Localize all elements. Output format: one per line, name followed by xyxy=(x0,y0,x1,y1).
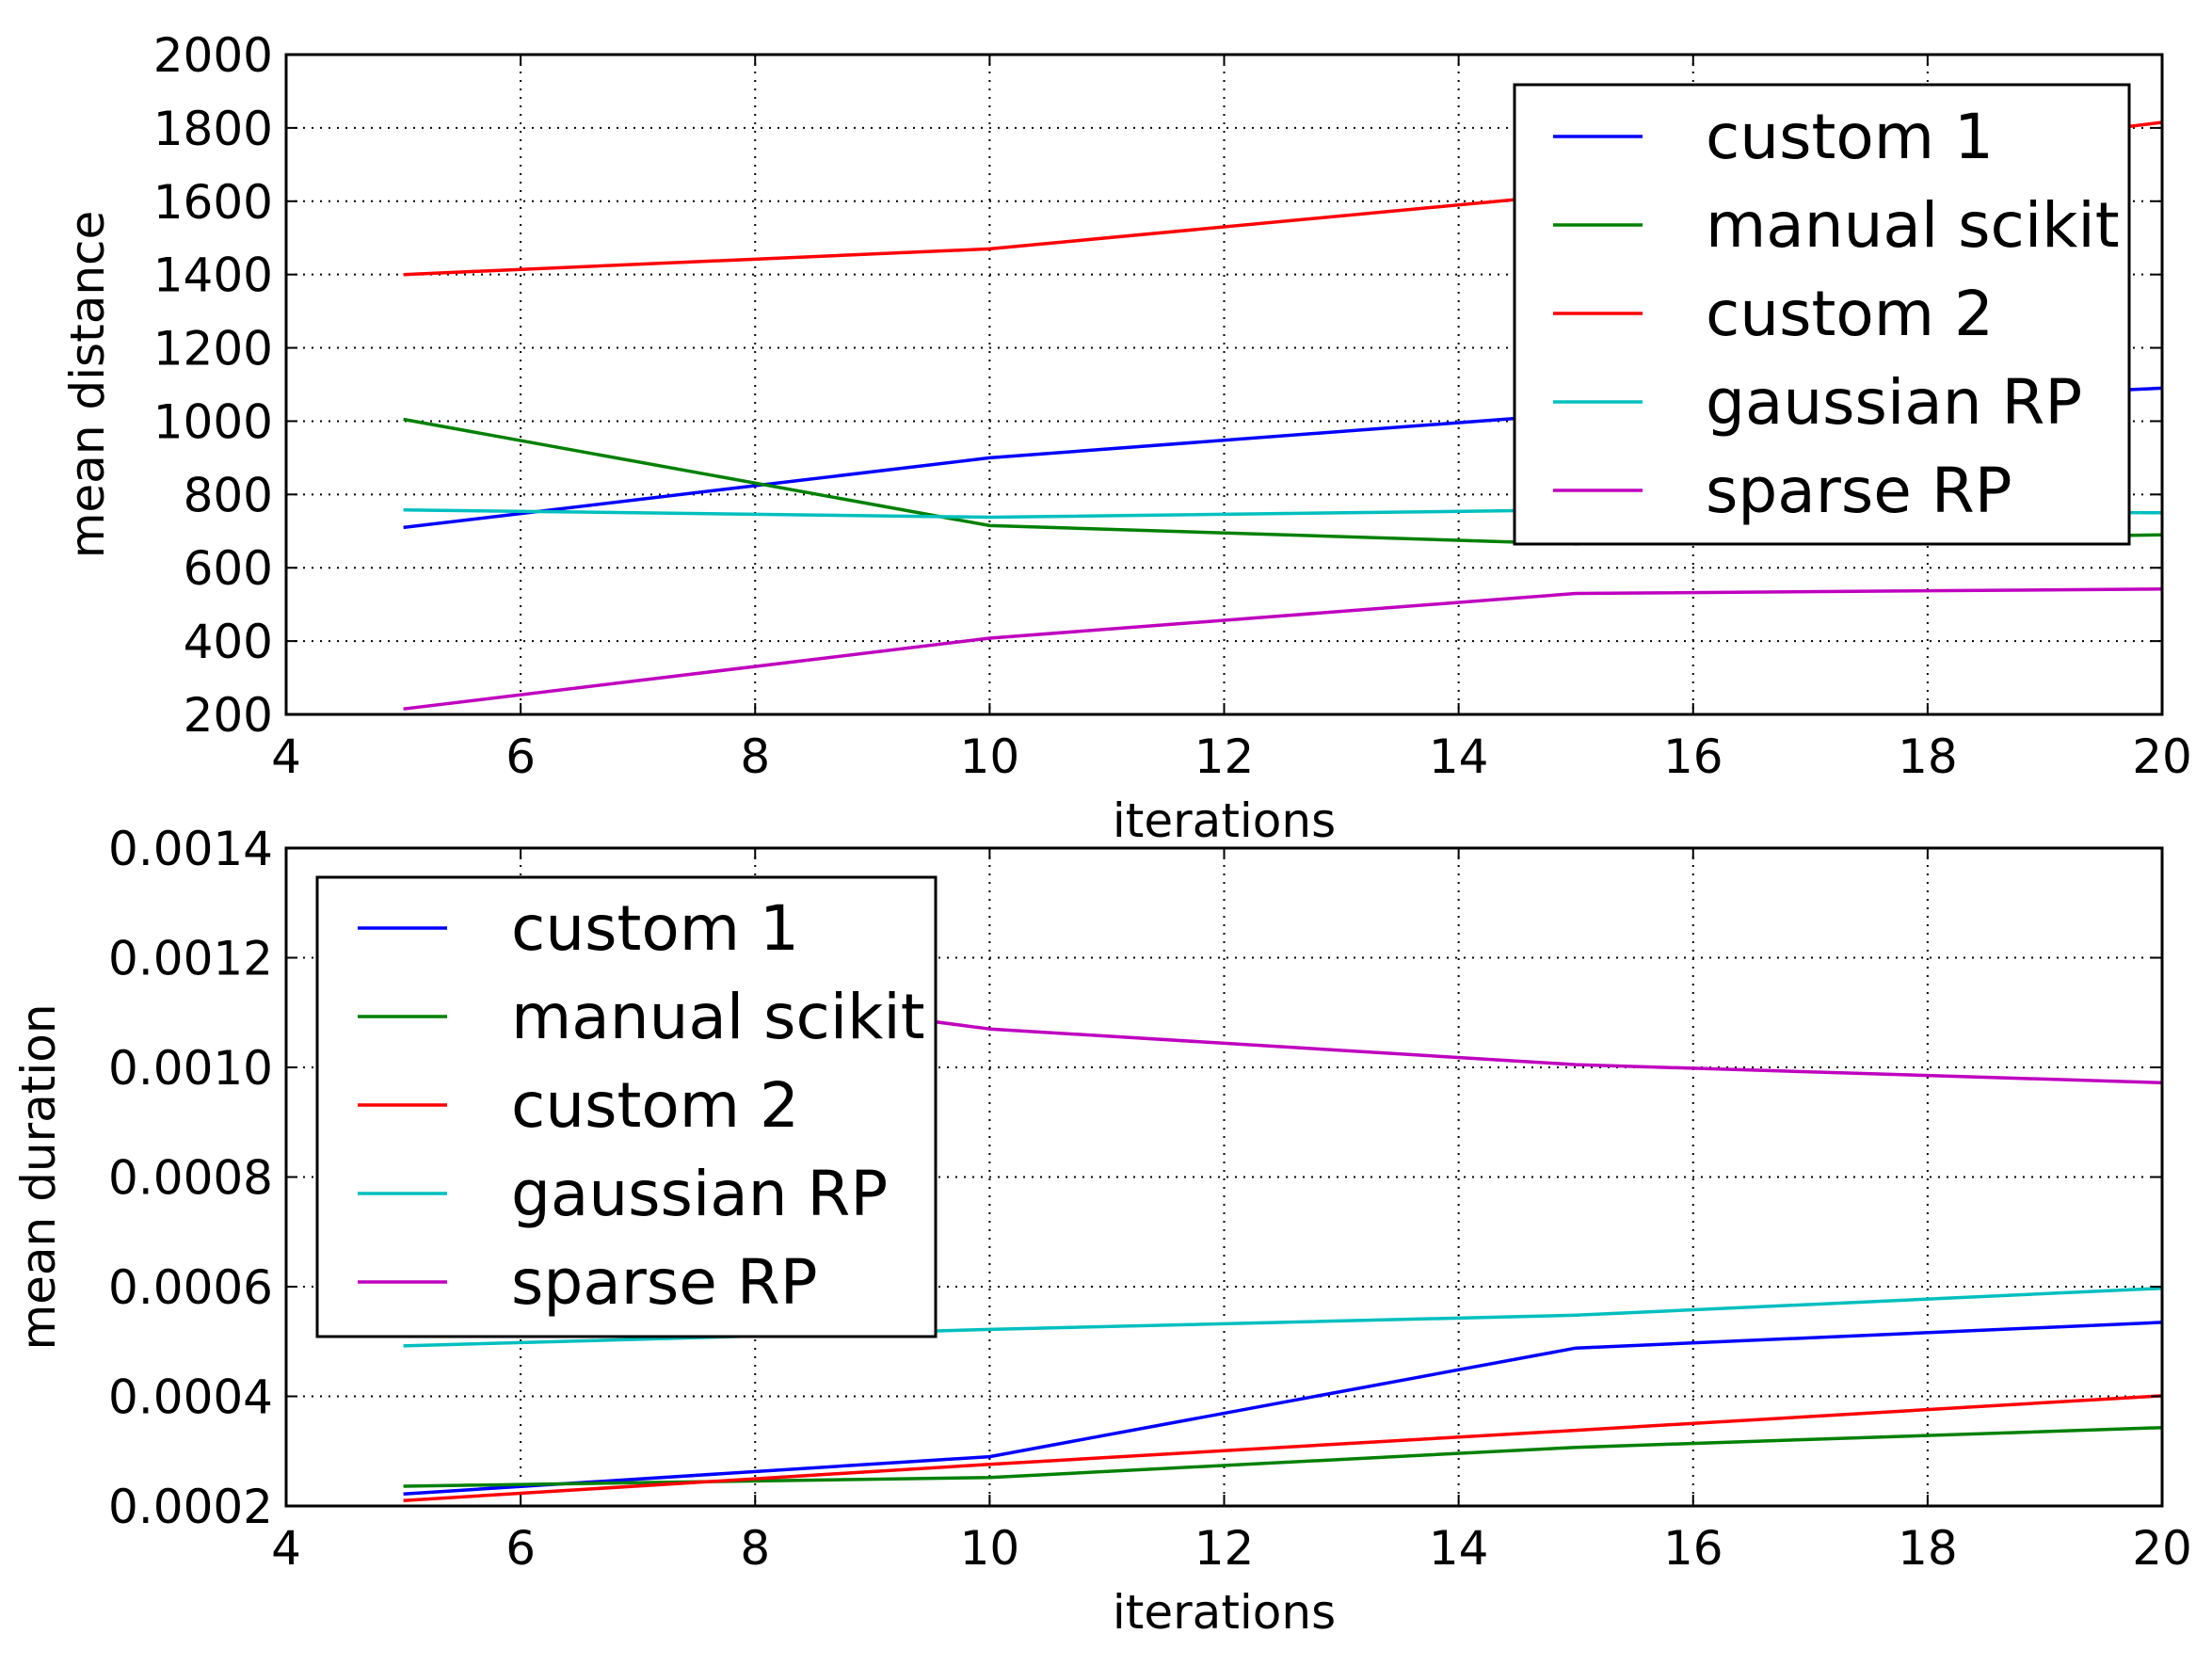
x-axis-label: iterations xyxy=(1113,793,1336,848)
distance-chart: 4 6 8 10 12 14 16 18 20 200 400 600 800 1000 1200 1400 1… xyxy=(60,28,2192,848)
x-tick-label: 18 xyxy=(1898,729,1958,784)
legend: custom 1 manual scikit custom 2 gaussian RP… xyxy=(1513,83,2131,546)
x-tick-label: 14 xyxy=(1429,1521,1489,1576)
legend-label-0: custom 1 xyxy=(1706,101,1994,173)
legend-box xyxy=(315,875,938,1338)
x-tick-label: 20 xyxy=(2132,729,2192,784)
y-tick-label: 1000 xyxy=(153,394,273,449)
series-line-4 xyxy=(403,587,2163,711)
y-tick-label: 0.0006 xyxy=(108,1260,273,1315)
y-tick-label: 1400 xyxy=(153,248,273,303)
y-tick-label: 0.0002 xyxy=(108,1480,273,1534)
x-axis-label: iterations xyxy=(1113,1585,1336,1640)
x-tick-label: 4 xyxy=(271,729,301,784)
legend: custom 1 manual scikit custom 2 gaussian RP… xyxy=(315,875,938,1338)
x-tick-label: 12 xyxy=(1194,1521,1255,1576)
legend-label-3: gaussian RP xyxy=(1706,366,2082,439)
x-tick-label: 10 xyxy=(960,1521,1020,1576)
legend-label-3: gaussian RP xyxy=(511,1158,888,1230)
duration-chart: 4 6 8 10 12 14 16 18 20 0.0002 0.0004 0.0006 0.0008 0… xyxy=(11,822,2192,1640)
x-tick-label: 20 xyxy=(2132,1521,2192,1576)
legend-label-4: sparse RP xyxy=(511,1246,818,1319)
y-tick-label: 0.0010 xyxy=(108,1041,273,1096)
y-tick-label: 1800 xyxy=(153,102,273,156)
x-tick-label: 6 xyxy=(505,729,536,784)
y-tick-label: 800 xyxy=(184,468,273,522)
legend-label-1: manual scikit xyxy=(511,981,925,1053)
y-tick-label: 1600 xyxy=(153,175,273,230)
legend-label-1: manual scikit xyxy=(1706,189,2120,262)
x-tick-label: 16 xyxy=(1663,729,1723,784)
x-tick-label: 10 xyxy=(960,729,1020,784)
series-line-0 xyxy=(403,1321,2163,1496)
y-tick-label: 0.0008 xyxy=(108,1151,273,1206)
y-tick-label: 0.0014 xyxy=(108,822,273,876)
y-tick-label: 0.0004 xyxy=(108,1370,273,1425)
y-axis-label: mean duration xyxy=(11,1003,66,1350)
legend-label-0: custom 1 xyxy=(511,892,799,965)
series-line-2 xyxy=(403,1394,2163,1502)
legend-label-2: custom 2 xyxy=(511,1069,799,1142)
y-tick-label: 0.0012 xyxy=(108,932,273,986)
x-tick-label: 16 xyxy=(1663,1521,1723,1576)
y-axis-label: mean distance xyxy=(60,211,115,559)
x-tick-label: 8 xyxy=(740,1521,770,1576)
legend-label-4: sparse RP xyxy=(1706,455,2012,527)
x-tick-label: 18 xyxy=(1898,1521,1958,1576)
x-tick-label: 14 xyxy=(1429,729,1489,784)
x-tick-label: 8 xyxy=(740,729,770,784)
legend-label-2: custom 2 xyxy=(1706,278,1994,350)
y-tick-label: 600 xyxy=(184,541,273,596)
y-tick-label: 1200 xyxy=(153,322,273,376)
x-tick-label: 12 xyxy=(1194,729,1255,784)
y-tick-label: 200 xyxy=(184,688,273,743)
y-tick-label: 2000 xyxy=(153,28,273,83)
x-tick-label: 6 xyxy=(505,1521,536,1576)
x-tick-label: 4 xyxy=(271,1521,301,1576)
y-tick-label: 400 xyxy=(184,615,273,669)
